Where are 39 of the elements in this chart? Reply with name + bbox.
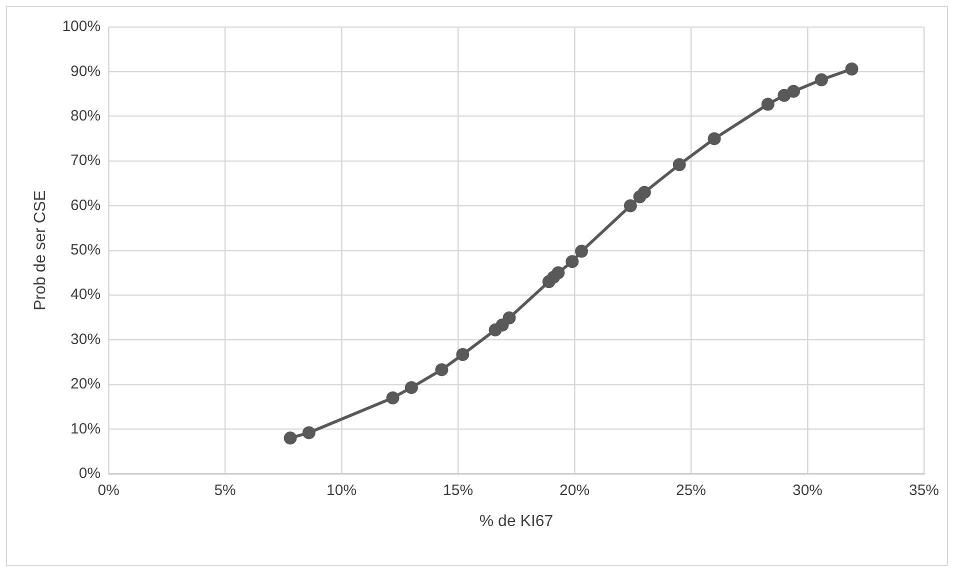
x-tick-label: 5% — [214, 482, 236, 499]
point — [638, 186, 651, 199]
point — [386, 391, 400, 404]
y-tick-label: 100% — [62, 18, 101, 36]
point — [456, 348, 470, 362]
point — [624, 199, 637, 212]
x-tick-label: 35% — [908, 482, 940, 499]
point — [787, 84, 800, 98]
y-tick-label: 90% — [70, 62, 101, 80]
point — [761, 98, 774, 111]
y-tick-label: 60% — [70, 196, 101, 214]
y-tick-label: 10% — [70, 420, 101, 438]
point — [845, 62, 858, 76]
point — [575, 244, 588, 258]
y-tick-label: 70% — [70, 152, 101, 170]
x-tick-label: 0% — [98, 482, 120, 499]
x-tick-label: 10% — [326, 482, 357, 499]
point — [404, 381, 418, 394]
point — [566, 255, 579, 268]
point — [302, 426, 316, 440]
y-tick-label: 40% — [70, 286, 101, 304]
y-tick-label: 50% — [70, 242, 101, 259]
point — [708, 132, 721, 146]
point — [814, 73, 828, 86]
y-tick-label: 20% — [70, 376, 101, 393]
y-tick-label: 80% — [70, 108, 101, 124]
x-tick-label: 30% — [792, 482, 823, 499]
point — [435, 363, 448, 376]
y-axis-title: Prob de ser CSE — [32, 190, 50, 310]
point — [284, 432, 297, 445]
y-tick-label: 30% — [70, 330, 101, 348]
point — [672, 158, 686, 172]
y-tick-label: 0% — [78, 464, 101, 482]
x-tick-label: 25% — [676, 482, 706, 499]
point — [552, 266, 565, 280]
point — [502, 311, 516, 324]
x-tick-label: 20% — [560, 482, 590, 499]
x-axis-title: % de KI67 — [479, 512, 554, 530]
x-tick-label: 15% — [443, 482, 474, 499]
